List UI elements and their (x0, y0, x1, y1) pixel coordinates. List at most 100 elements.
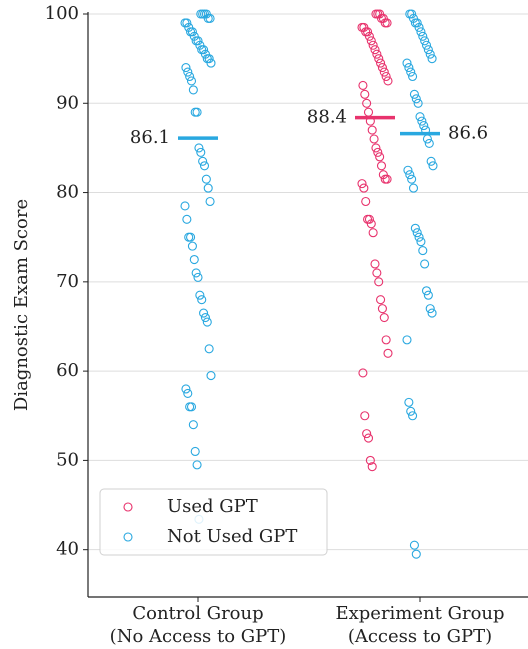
x-tick-label: Experiment Group (335, 603, 504, 624)
data-point (360, 89, 370, 99)
data-point (411, 94, 421, 104)
data-point (417, 116, 427, 126)
data-point (382, 174, 392, 184)
data-point (192, 107, 202, 117)
data-point (196, 147, 206, 157)
data-point (189, 254, 199, 265)
data-point (414, 232, 424, 242)
data-point (201, 174, 211, 184)
y-tick-label: 70 (56, 271, 79, 292)
data-point (406, 67, 416, 77)
data-point (205, 196, 215, 207)
data-point (419, 121, 429, 131)
data-point (206, 371, 216, 381)
data-point (380, 174, 390, 184)
data-point (192, 460, 202, 470)
data-point (420, 259, 430, 269)
data-point (427, 308, 437, 318)
data-point (383, 348, 393, 358)
data-point (363, 107, 374, 117)
data-point (184, 232, 194, 242)
data-point (364, 214, 374, 224)
data-point (198, 156, 208, 166)
legend-marker (123, 532, 133, 542)
data-point (375, 152, 385, 162)
data-point (185, 402, 195, 412)
data-point (359, 183, 369, 193)
data-point (367, 125, 377, 135)
data-point (408, 183, 419, 193)
data-point (203, 183, 213, 193)
data-point (421, 40, 432, 50)
data-point (194, 143, 204, 153)
data-point (373, 147, 383, 157)
data-point (379, 313, 389, 323)
data-point (404, 397, 414, 407)
data-point (406, 406, 416, 416)
data-point (357, 179, 367, 189)
data-point (376, 58, 386, 68)
data-point (362, 429, 372, 439)
data-point (187, 241, 197, 251)
legend-marker (123, 502, 133, 512)
data-point (185, 71, 195, 82)
data-point (418, 246, 428, 256)
data-point (424, 138, 434, 149)
data-point (362, 98, 372, 108)
y-tick-label: 40 (56, 539, 79, 560)
data-point (402, 335, 412, 345)
data-point (416, 27, 426, 37)
data-point (423, 45, 433, 55)
data-point (416, 237, 426, 247)
y-tick-label: 60 (56, 360, 79, 381)
data-point (200, 313, 210, 323)
y-tick-label: 80 (56, 182, 79, 203)
data-point (206, 58, 216, 68)
data-point (374, 54, 384, 64)
data-point (193, 272, 203, 282)
data-point (199, 308, 209, 318)
data-point (422, 134, 432, 144)
data-point (202, 317, 212, 327)
data-point (365, 455, 375, 465)
data-point (182, 214, 192, 224)
data-point (369, 134, 379, 144)
data-point (186, 76, 197, 86)
data-point (370, 45, 380, 55)
y-axis-label: Diagnostic Exam Score (11, 199, 32, 411)
data-point (195, 290, 205, 300)
mean-label: 86.1 (130, 127, 170, 148)
data-point (358, 368, 368, 378)
mean-label: 86.6 (448, 123, 488, 144)
data-point (415, 112, 425, 122)
data-point (368, 40, 378, 50)
data-point (403, 165, 413, 175)
data-point (383, 76, 393, 86)
legend-label: Not Used GPT (167, 526, 297, 547)
data-point (370, 259, 380, 269)
y-tick-label: 100 (45, 3, 79, 24)
data-point (423, 290, 433, 300)
data-point (405, 170, 415, 180)
data-point (367, 462, 377, 472)
data-point (372, 268, 382, 278)
data-point (412, 18, 422, 28)
data-point (411, 549, 421, 559)
data-point (407, 174, 417, 184)
data-point (412, 228, 422, 238)
data-point (190, 446, 200, 457)
data-point (410, 223, 420, 233)
data-point (382, 18, 392, 28)
mean-label: 88.4 (307, 107, 347, 128)
y-tick-label: 90 (56, 92, 79, 113)
data-point (409, 89, 419, 99)
data-point (197, 295, 207, 305)
data-point (407, 9, 417, 19)
data-point (204, 344, 214, 354)
data-point (183, 388, 193, 398)
data-point (199, 161, 210, 171)
data-point (204, 54, 214, 64)
data-point (374, 277, 384, 287)
data-point (193, 36, 203, 46)
